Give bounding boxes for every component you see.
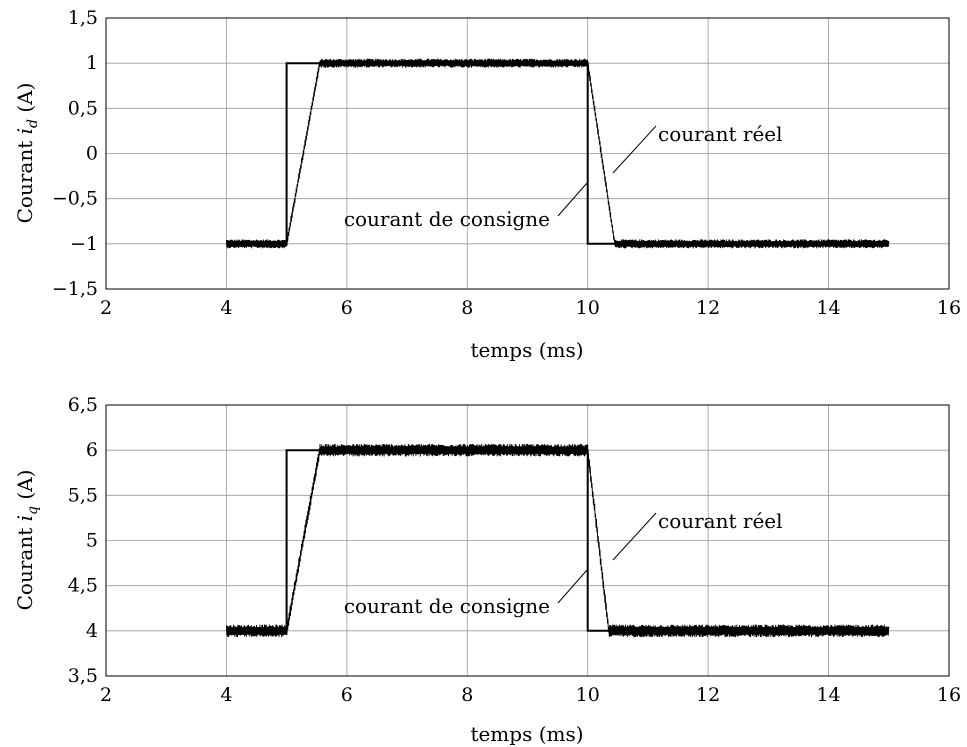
x-tick-label: 14 bbox=[816, 684, 840, 706]
x-tick-label: 2 bbox=[100, 684, 112, 706]
chart-id: 2 4 6 8 10 12 14 16 −1,5 −1 −0,5 0 0,5 1 1,5 courant … bbox=[13, 7, 961, 362]
x-tick-label: 8 bbox=[461, 684, 473, 706]
y-tick-label: −1,5 bbox=[52, 278, 98, 300]
x-tick-label: 10 bbox=[576, 297, 600, 319]
y-tick-labels: −1,5 −1 −0,5 0 0,5 1 1,5 bbox=[52, 7, 98, 300]
y-tick-label: 4 bbox=[86, 620, 98, 642]
x-tick-label: 10 bbox=[576, 684, 600, 706]
y-tick-label: 3,5 bbox=[68, 665, 98, 687]
series-real-line bbox=[225, 443, 890, 638]
annotation-reference: courant de consigne bbox=[344, 594, 550, 618]
y-tick-label: 1,5 bbox=[68, 7, 98, 29]
y-tick-label: 4,5 bbox=[68, 575, 98, 597]
y-axis-label: Courant id (A) bbox=[13, 83, 41, 224]
y-tick-label: −0,5 bbox=[52, 188, 98, 210]
y-axis-label: Courant iq (A) bbox=[13, 470, 41, 611]
y-tick-label: 6,5 bbox=[68, 394, 98, 416]
x-axis-label: temps (ms) bbox=[470, 722, 583, 746]
x-tick-label: 16 bbox=[937, 684, 961, 706]
x-tick-label: 16 bbox=[937, 297, 961, 319]
x-tick-label: 4 bbox=[220, 297, 232, 319]
grid bbox=[105, 17, 950, 290]
x-tick-label: 2 bbox=[100, 297, 112, 319]
y-tick-label: 5 bbox=[86, 530, 98, 552]
annotation-real: courant réel bbox=[658, 122, 783, 146]
x-tick-label: 6 bbox=[341, 297, 353, 319]
x-axis-label: temps (ms) bbox=[470, 338, 583, 362]
y-tick-label: 0 bbox=[86, 143, 98, 165]
y-tick-label: −1 bbox=[70, 233, 98, 255]
chart-iq: 2 4 6 8 10 12 14 16 3,5 4 4,5 5 5,5 6 6,5 courant rée… bbox=[13, 394, 961, 746]
y-tick-label: 6 bbox=[86, 439, 98, 461]
x-tick-label: 12 bbox=[696, 684, 720, 706]
annotation-leader-reference bbox=[557, 569, 588, 604]
series-reference-line bbox=[226, 62, 889, 245]
series-reference-line bbox=[226, 449, 889, 632]
x-tick-label: 4 bbox=[220, 684, 232, 706]
annotation-real: courant réel bbox=[658, 509, 783, 533]
plot-frame bbox=[105, 404, 950, 677]
plot-frame bbox=[105, 17, 950, 290]
y-tick-label: 5,5 bbox=[68, 484, 98, 506]
x-tick-labels: 2 4 6 8 10 12 14 16 bbox=[100, 684, 961, 706]
annotation-reference: courant de consigne bbox=[344, 207, 550, 231]
x-tick-label: 12 bbox=[696, 297, 720, 319]
series-real-line bbox=[225, 58, 890, 249]
x-tick-labels: 2 4 6 8 10 12 14 16 bbox=[100, 297, 961, 319]
y-tick-label: 1 bbox=[86, 52, 98, 74]
y-tick-label: 0,5 bbox=[68, 97, 98, 119]
y-tick-labels: 3,5 4 4,5 5 5,5 6 6,5 bbox=[68, 394, 98, 687]
x-tick-label: 14 bbox=[816, 297, 840, 319]
x-tick-label: 8 bbox=[461, 297, 473, 319]
annotation-leader-reference bbox=[557, 182, 588, 217]
x-tick-label: 6 bbox=[341, 684, 353, 706]
annotation-leader-real bbox=[612, 125, 657, 174]
annotation-leader-real bbox=[612, 512, 657, 561]
